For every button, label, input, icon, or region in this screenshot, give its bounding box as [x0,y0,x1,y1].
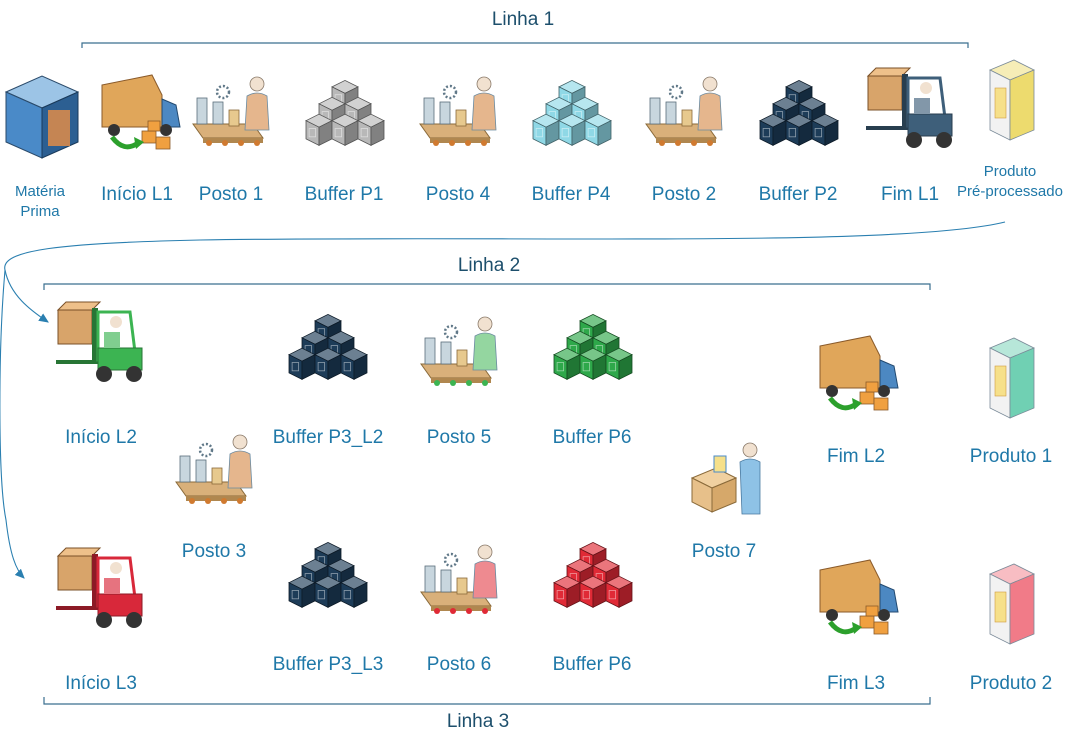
product-box-icon [989,337,1035,419]
raw-material-icon [4,75,80,159]
flow-arrow-to-line3 [0,269,25,579]
box-stack-icon [553,313,633,381]
label-buffer-p3-l2: Buffer P3_L2 [272,427,384,448]
forklift-icon [56,547,143,628]
line3-title: Linha 3 [446,711,510,732]
delivery-truck-icon [101,74,181,150]
line3-bracket [43,697,931,705]
line1-title: Linha 1 [491,9,555,30]
label-buffer-p6-l3: Buffer P6 [552,654,632,675]
label-posto-2: Posto 2 [651,184,717,205]
product-box-icon [989,59,1035,141]
workstation-icon [420,544,498,614]
label-posto-3: Posto 3 [181,541,247,562]
label-buffer-p1: Buffer P1 [304,184,384,205]
label-fim-l1: Fim L1 [880,184,940,205]
forklift-icon [866,67,953,148]
label-buffer-p2: Buffer P2 [758,184,838,205]
label-posto-1: Posto 1 [198,184,264,205]
label-materia-prima: Matéria Prima [14,183,66,220]
label-inicio-l1: Início L1 [101,184,173,205]
workstation-icon [175,434,253,504]
box-stack-icon [288,313,368,381]
label-buffer-p3-l3: Buffer P3_L3 [272,654,384,675]
box-stack-icon [759,79,839,147]
workstation-icon [420,316,498,386]
label-produto-pre-processado: Produto Pré-processado [957,163,1063,200]
line1-bracket [81,42,969,48]
label-posto-4: Posto 4 [425,184,491,205]
label-buffer-p6-l2: Buffer P6 [552,427,632,448]
label-posto-5: Posto 5 [426,427,492,448]
label-inicio-l2: Início L2 [65,427,137,448]
delivery-truck-icon [819,335,899,411]
delivery-truck-icon [819,559,899,635]
forklift-icon [56,301,143,382]
label-fim-l3: Fim L3 [826,673,886,694]
line2-bracket [43,283,931,290]
product-box-icon [989,563,1035,645]
box-stack-icon [288,541,368,609]
box-stack-icon [305,79,385,147]
label-fim-l2: Fim L2 [826,446,886,467]
box-stack-icon [553,541,633,609]
label-posto-7: Posto 7 [691,541,757,562]
label-produto-1: Produto 1 [969,446,1053,467]
label-produto-2: Produto 2 [969,673,1053,694]
workstation-icon [192,76,270,146]
box-stack-icon [532,79,612,147]
label-inicio-l3: Início L3 [65,673,137,694]
workstation-icon [419,76,497,146]
workstation-icon [645,76,723,146]
label-buffer-p4: Buffer P4 [531,184,611,205]
label-posto-6: Posto 6 [426,654,492,675]
packing-station-icon [690,442,761,515]
line2-title: Linha 2 [457,255,521,276]
